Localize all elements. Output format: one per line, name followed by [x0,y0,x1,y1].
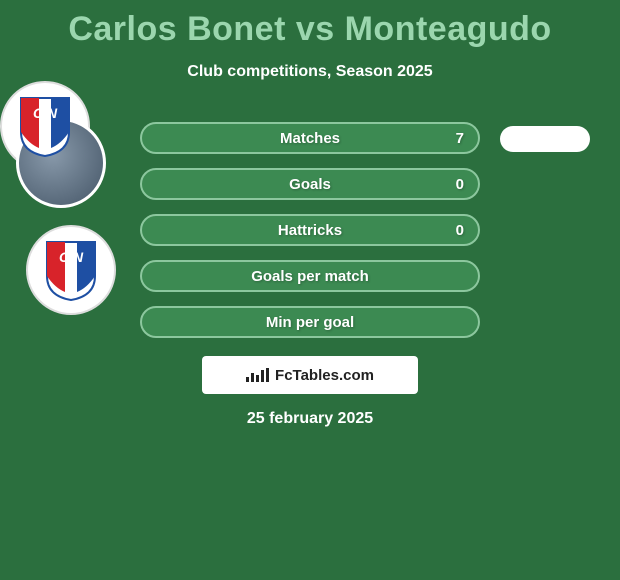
stat-label: Matches [280,130,340,147]
bar-chart-icon [246,368,269,382]
stat-label: Min per goal [266,314,354,331]
stat-label: Goals per match [251,268,369,285]
stat-row-goals-per-match: Goals per match [140,260,480,292]
date-label: 25 february 2025 [0,410,620,428]
shield-icon: C.N [43,238,99,302]
branding-badge[interactable]: FcTables.com [202,356,418,394]
stat-label: Hattricks [278,222,342,239]
stat-value: 0 [456,176,464,193]
shield-icon: C.N [17,94,73,158]
shield-initials: C.N [59,249,84,265]
shield-initials: C.N [33,105,58,121]
subtitle: Club competitions, Season 2025 [0,63,620,81]
stat-label: Goals [289,176,331,193]
branding-text: FcTables.com [275,367,374,384]
club-left-badge: C.N [26,225,116,315]
stat-row-goals: Goals 0 [140,168,480,200]
stat-value: 7 [456,130,464,147]
stat-row-matches: Matches 7 [140,122,480,154]
comparison-card: Carlos Bonet vs Monteagudo Club competit… [0,0,620,580]
stat-row-hattricks: Hattricks 0 [140,214,480,246]
stat-row-min-per-goal: Min per goal [140,306,480,338]
stats-panel: Matches 7 Goals 0 Hattricks 0 Goals per … [140,122,480,352]
page-title: Carlos Bonet vs Monteagudo [0,0,620,49]
player-right-avatar [500,126,590,152]
stat-value: 0 [456,222,464,239]
